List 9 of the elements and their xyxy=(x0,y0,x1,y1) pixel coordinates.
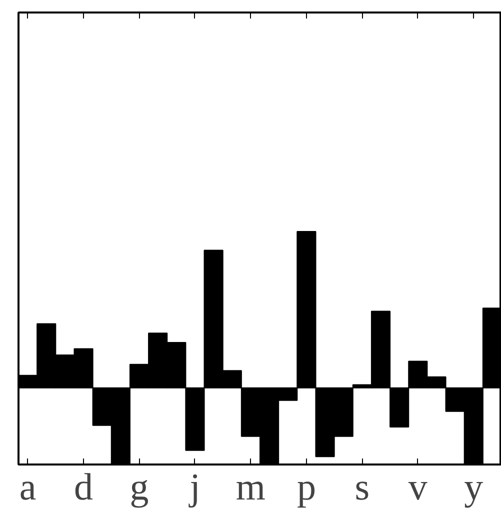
x-tick-label: s xyxy=(354,466,370,508)
x-tick-label: v xyxy=(408,466,428,508)
x-tick-label: d xyxy=(74,466,94,508)
x-tick-label: j xyxy=(188,466,200,508)
x-tick-label: p xyxy=(296,466,316,508)
x-tick-label: g xyxy=(130,466,149,508)
x-tick-label: a xyxy=(19,466,36,508)
x-tick-label: m xyxy=(236,466,266,508)
x-tick-label: y xyxy=(464,466,484,508)
